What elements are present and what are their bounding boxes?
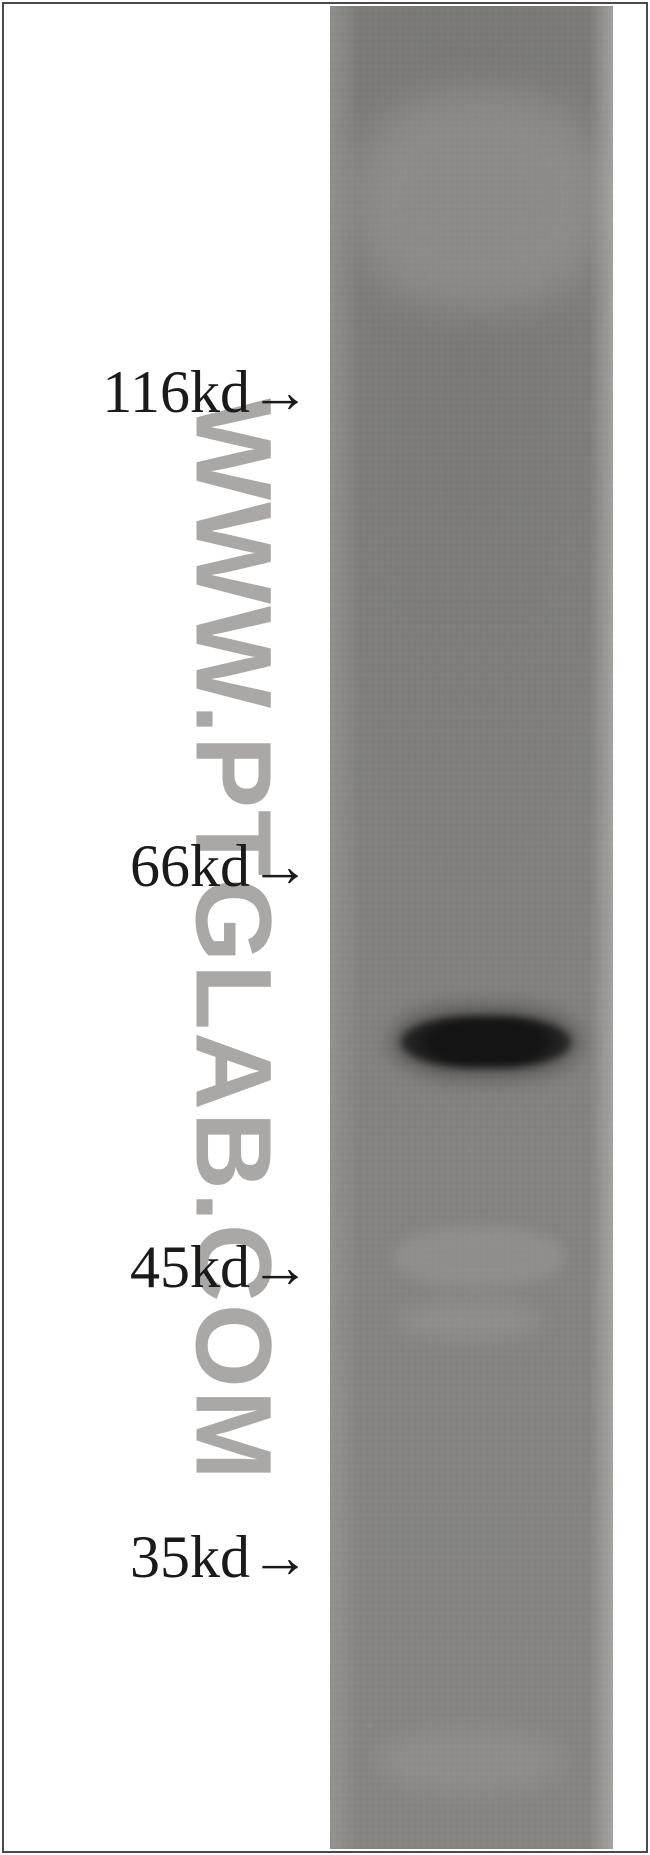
speck-0 — [557, 272, 563, 278]
arrow-right-icon: → — [250, 1234, 310, 1300]
marker-text: 116kd — [102, 359, 250, 425]
figure-container: WWW.PTGLAB.COM 116kd→66kd→45kd→35kd→ — [0, 0, 650, 1855]
arrow-right-icon: → — [250, 1524, 310, 1590]
marker-text: 66kd — [130, 833, 250, 899]
speck-2 — [494, 1786, 502, 1794]
band-primary-band — [401, 1016, 571, 1068]
smudge-upper-cloud — [350, 90, 610, 310]
speck-3 — [468, 1148, 472, 1152]
marker-label-66kd: 66kd→ — [130, 832, 310, 901]
smudge-faint-below-45kd — [395, 1300, 545, 1340]
arrow-right-icon: → — [250, 833, 310, 899]
marker-label-45kd: 45kd→ — [130, 1233, 310, 1302]
marker-label-35kd: 35kd→ — [130, 1523, 310, 1592]
marker-text: 35kd — [130, 1524, 250, 1590]
arrow-right-icon: → — [250, 359, 310, 425]
speck-1 — [367, 1722, 373, 1728]
marker-label-116kd: 116kd→ — [102, 358, 310, 427]
blot-lane — [330, 6, 613, 1849]
smudge-faint-45kd — [391, 1227, 566, 1287]
smudge-faint-bottom — [375, 1728, 565, 1793]
marker-text: 45kd — [130, 1234, 250, 1300]
